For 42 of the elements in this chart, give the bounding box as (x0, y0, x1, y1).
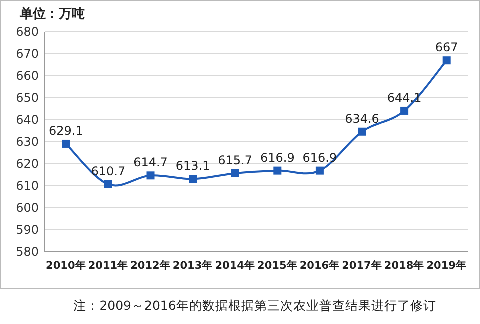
point (104, 180, 112, 188)
data-label: 667 (435, 40, 458, 55)
point (316, 166, 324, 175)
point (400, 106, 409, 115)
y-tick-label: 670 (16, 47, 39, 61)
point (274, 166, 282, 175)
data-label: 616.9 (260, 150, 295, 165)
x-tick-label: 2010年 (46, 259, 86, 272)
text: 注：2009～2016年的数据根据第三次农业普查结果进行了修订 (74, 298, 436, 313)
x-tick-label: 2019年 (426, 259, 467, 272)
y-tick-label: 610 (16, 179, 39, 193)
point (231, 169, 240, 178)
point (358, 128, 366, 136)
data-label: 614.7 (134, 156, 168, 170)
point (442, 56, 451, 65)
data-label: 634.6 (345, 112, 380, 126)
y-tick-label: 590 (16, 223, 39, 237)
data-label: 615.7 (218, 153, 253, 168)
point (146, 172, 155, 180)
x-tick-label: 2016年 (300, 259, 340, 272)
y-tick-label: 630 (16, 135, 39, 149)
x-tick-label: 2015年 (258, 259, 298, 272)
data-label: 610.7 (91, 164, 126, 178)
y-tick-label: 650 (16, 91, 39, 105)
x-tick-label: 2012年 (130, 259, 171, 272)
point (189, 175, 198, 184)
y-tick-label: 620 (16, 157, 39, 171)
y-tick-label: 640 (16, 113, 39, 127)
point (62, 140, 70, 148)
data-label: 629.1 (48, 124, 84, 138)
data-label: 613.1 (176, 159, 210, 174)
data-label: 616.9 (302, 150, 338, 165)
y-tick-label: 600 (16, 201, 39, 215)
y-tick-label: 660 (16, 69, 39, 83)
y-tick-label: 680 (16, 25, 39, 39)
x-tick-label: 2013年 (172, 259, 214, 272)
x-tick-label: 2014年 (215, 259, 256, 272)
x-tick-label: 2017年 (342, 259, 382, 272)
x-tick-label: 2011年 (88, 259, 129, 272)
x-tick-label: 2018年 (384, 259, 425, 272)
chart-title: 单位：万吨 (19, 6, 85, 22)
y-tick-label: 580 (16, 245, 39, 259)
